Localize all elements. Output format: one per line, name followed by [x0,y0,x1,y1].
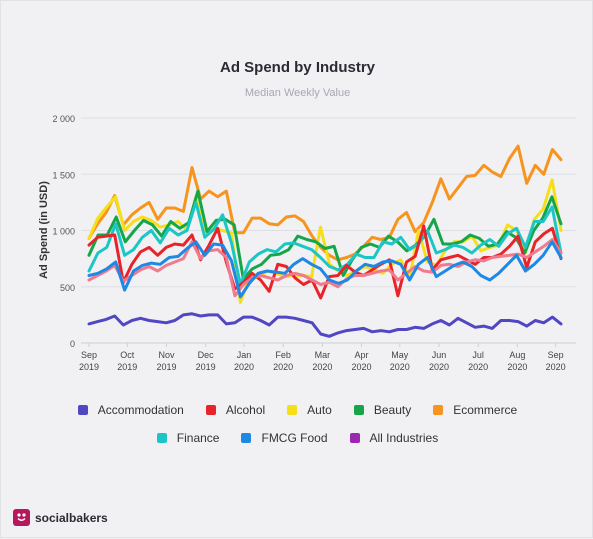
x-tick-label: Sep [548,350,564,360]
legend-row-2: Finance FMCG Food All Industries [1,431,593,445]
x-tick-label: Sep [81,350,97,360]
socialbakers-logo-icon [13,509,30,526]
x-tick-label: Mar [315,350,331,360]
x-tick-label: 2019 [79,362,99,372]
chart-subtitle: Median Weekly Value [244,87,351,99]
x-tick-label: Oct [120,350,135,360]
x-tick-label: Dec [198,350,215,360]
legend-label: Accommodation [97,403,184,417]
legend-swatch [205,405,216,415]
x-tick-label: 2020 [507,362,527,372]
series-line-alcohol [87,224,563,300]
legend-row-1: Accommodation Alcohol Auto Beauty Ecommerce [1,403,593,417]
legend-swatch [287,405,298,415]
legend-item[interactable]: All Industries [349,431,439,445]
x-tick-label: 2020 [429,362,449,372]
y-tick-label: 1 500 [52,170,75,180]
legend-item[interactable]: Ecommerce [433,403,517,417]
legend-item[interactable]: Alcohol [205,403,266,417]
x-tick-label: 2020 [546,362,566,372]
legend-swatch [349,433,360,443]
x-tick-label: 2020 [351,362,371,372]
legend-swatch [77,405,88,415]
brand-name: socialbakers [35,510,108,525]
brand-logo: socialbakers [13,509,108,526]
series-line-finance [87,200,563,286]
legend-label: FMCG Food [261,431,328,445]
legend-label: Alcohol [225,403,266,417]
legend-item[interactable]: Beauty [353,403,412,417]
y-tick-label: 2 000 [52,114,75,124]
series-line-fmcg-food [87,240,563,299]
x-tick-label: May [391,350,409,360]
legend-label: Beauty [373,403,412,417]
x-tick-label: Aug [509,350,525,360]
series-line-beauty [87,189,563,281]
legend-label: Ecommerce [453,403,518,417]
y-tick-label: 0 [70,339,75,349]
x-tick-label: Jun [432,350,447,360]
legend-swatch [433,405,444,415]
series-line-all-industries [87,238,563,298]
y-tick-label: 1 000 [52,227,75,237]
legend-item[interactable]: FMCG Food [241,431,328,445]
x-tick-label: 2019 [196,362,216,372]
x-tick-label: 2020 [312,362,332,372]
legend-label: Finance [176,431,220,445]
y-axis-label: Ad Spend (in USD) [38,181,50,279]
x-tick-label: 2020 [468,362,488,372]
y-tick-label: 500 [60,283,75,293]
x-tick-label: Apr [355,350,369,360]
x-tick-label: Jul [472,350,484,360]
x-tick-label: Jan [237,350,252,360]
chart-title: Ad Spend by Industry [219,59,375,76]
legend-label: Auto [307,403,332,417]
legend-swatch [241,433,252,443]
legend-swatch [156,433,167,443]
legend-label: All Industries [369,431,439,445]
x-tick-label: 2020 [390,362,410,372]
legend-item[interactable]: Finance [156,431,220,445]
legend-item[interactable]: Accommodation [77,403,184,417]
x-tick-label: 2019 [156,362,176,372]
x-tick-label: Nov [158,350,175,360]
x-tick-label: 2020 [234,362,254,372]
x-tick-label: 2020 [273,362,293,372]
x-tick-label: 2019 [117,362,137,372]
legend-swatch [353,405,364,415]
series-line-accommodation [87,312,563,338]
x-tick-label: Feb [275,350,291,360]
legend-item[interactable]: Auto [287,403,332,417]
